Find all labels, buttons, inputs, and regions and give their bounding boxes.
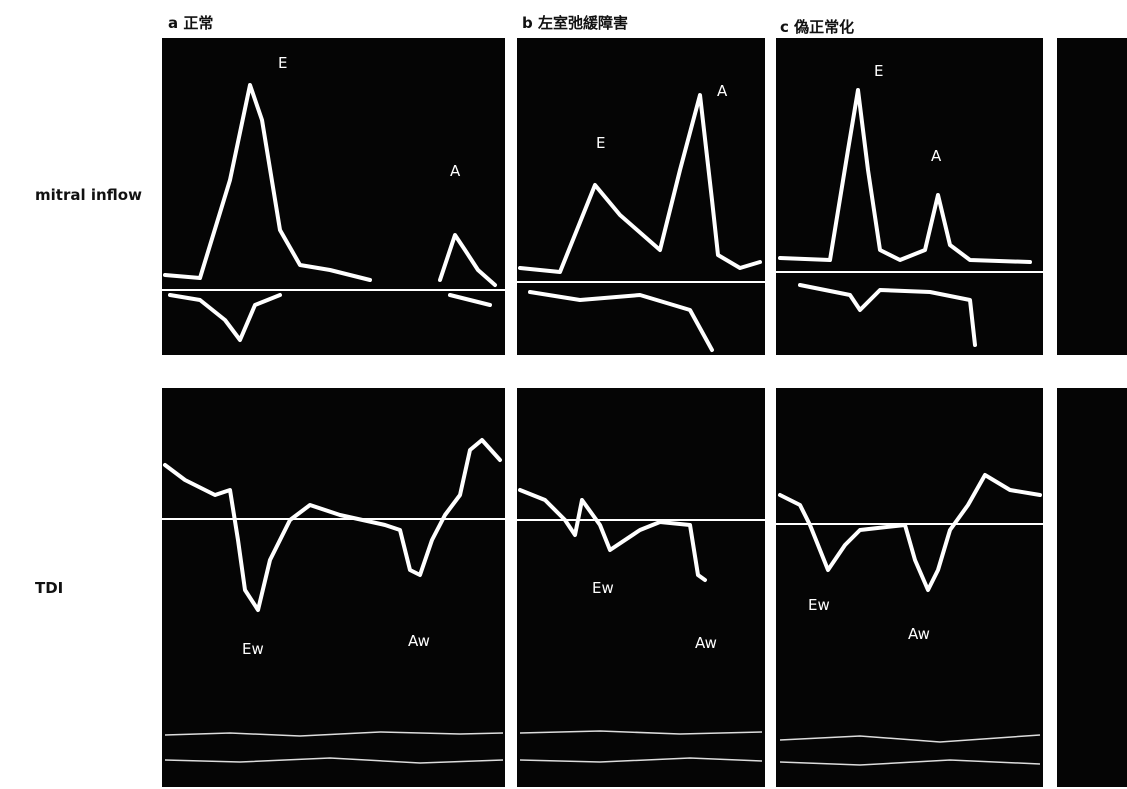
scale-strip (1057, 388, 1127, 787)
wave-label: Ew (242, 640, 264, 658)
panel-title: a 正常 (168, 14, 213, 32)
wave-label: A (931, 147, 942, 165)
wave-label: Aw (695, 634, 717, 652)
panel-title: b 左室弛緩障害 (522, 14, 628, 32)
panel-b-inflow (517, 38, 765, 355)
panel-c-inflow (776, 38, 1043, 355)
wave-label: A (717, 82, 728, 100)
wave-label: E (596, 134, 605, 152)
wave-label: Aw (408, 632, 430, 650)
wave-label: A (450, 162, 461, 180)
wave-label: Ew (808, 596, 830, 614)
panel-a-inflow (162, 38, 505, 355)
wave-label: E (874, 62, 883, 80)
panel-title: c 偽正常化 (780, 18, 854, 36)
row-label: TDI (35, 579, 63, 597)
wave-label: E (278, 54, 287, 72)
scale-strip (1057, 38, 1127, 355)
wave-label: Ew (592, 579, 614, 597)
panels (162, 38, 1127, 787)
wave-label: Aw (908, 625, 930, 643)
panel-a-tdi (162, 388, 505, 787)
panel-c-tdi (776, 388, 1043, 787)
panel-b-tdi (517, 388, 765, 787)
figure: a 正常 b 左室弛緩障害 c 偽正常化 mitral inflow TDI E… (0, 0, 1127, 789)
row-label: mitral inflow (35, 186, 142, 204)
